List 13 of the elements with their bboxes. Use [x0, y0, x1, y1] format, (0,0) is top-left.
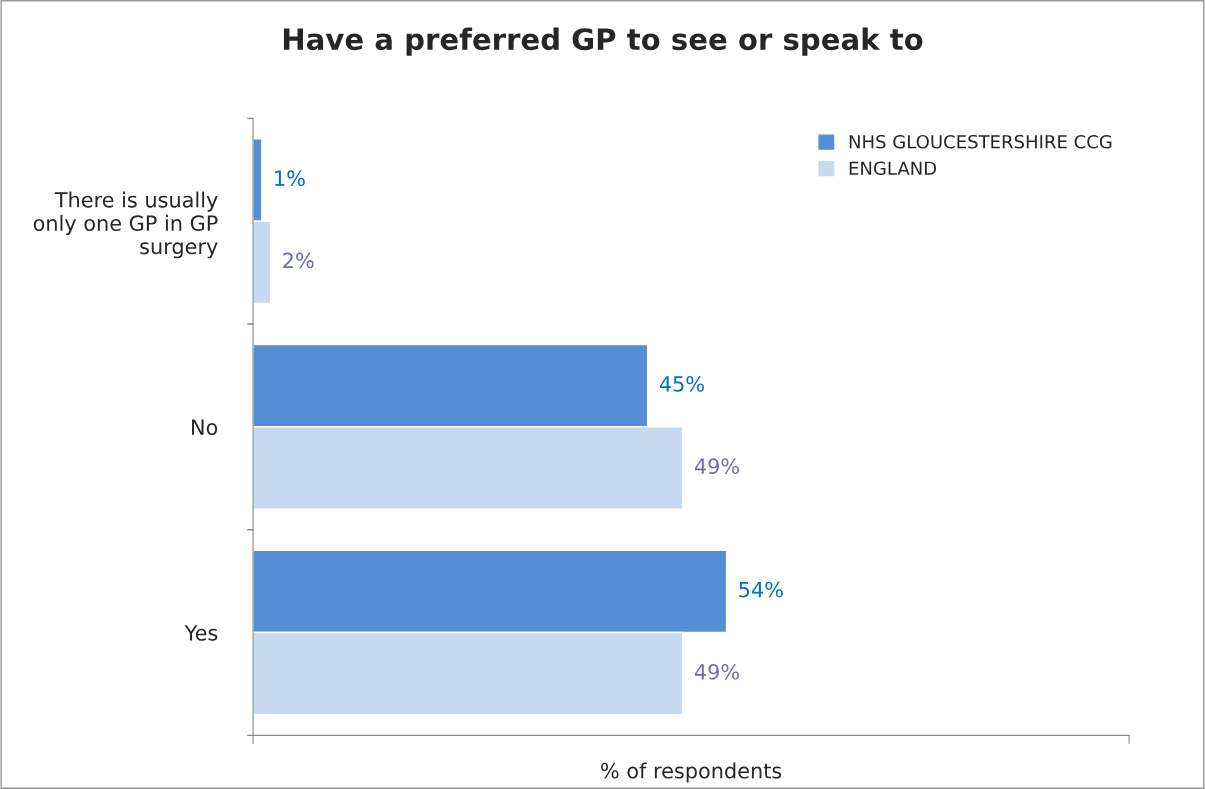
data-label: 54% — [739, 581, 783, 598]
data-label: 1% — [275, 170, 305, 187]
legend-label: ENGLAND — [849, 161, 937, 176]
data-label: 49% — [694, 458, 739, 475]
data-label: 2% — [283, 252, 314, 269]
data-label: 49% — [694, 663, 739, 680]
y-tick-label: There is usually only one GP in GP surgery — [33, 191, 218, 259]
legend-label: NHS GLOUCESTERSHIRE CCG — [849, 134, 1112, 149]
y-tick-label: Yes — [184, 625, 218, 641]
x-axis-title: % of respondents — [601, 762, 782, 783]
y-tick-label: No — [192, 419, 218, 436]
chart-title: Have a preferred GP to see or speak to — [283, 27, 923, 56]
data-label: 45% — [659, 376, 704, 392]
